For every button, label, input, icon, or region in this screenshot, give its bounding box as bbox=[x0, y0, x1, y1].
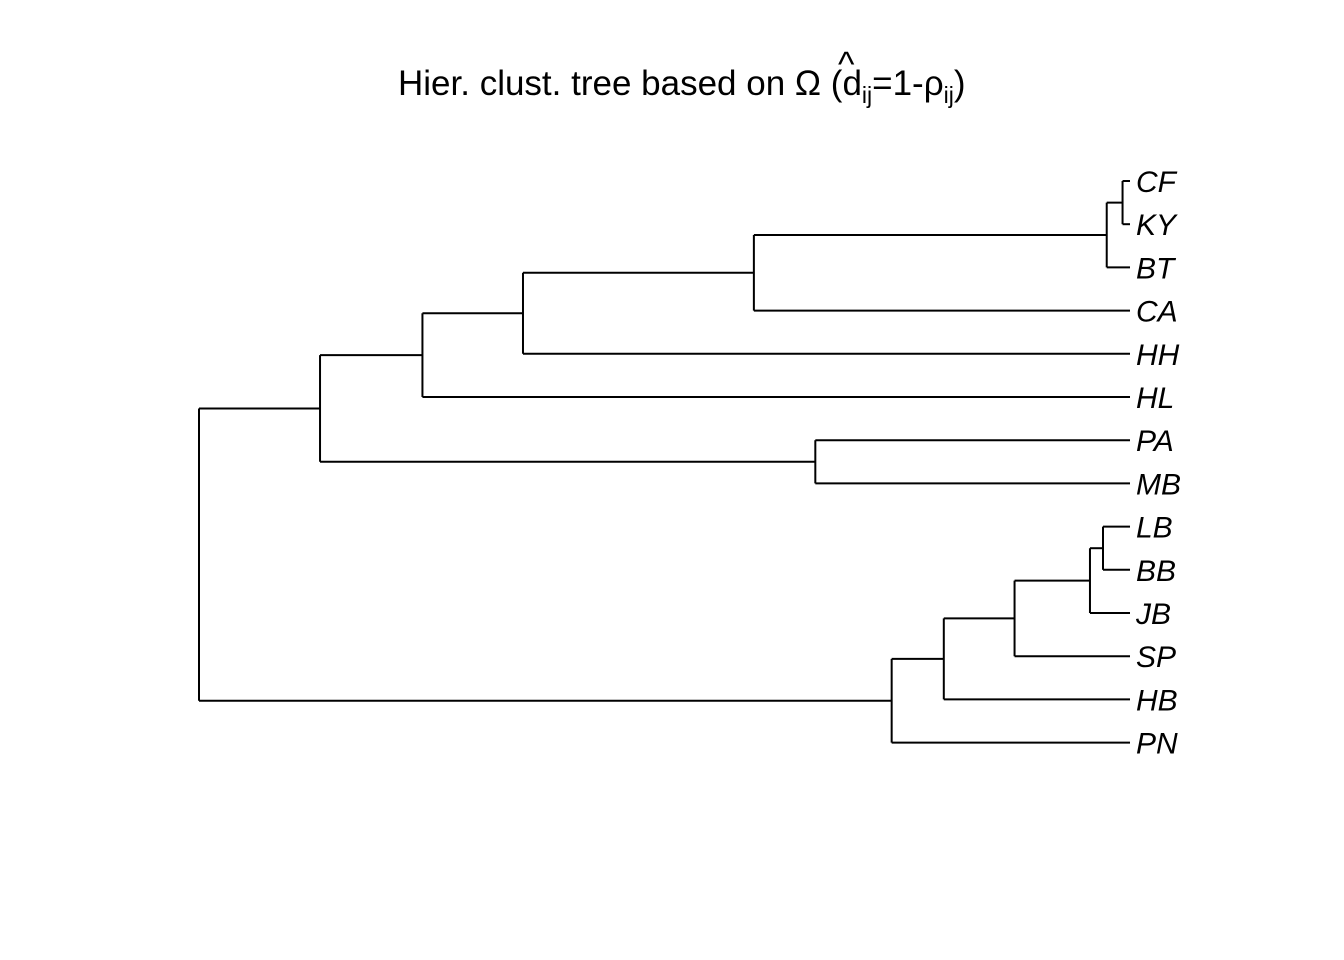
leaf-label-jb: JB bbox=[1135, 598, 1171, 631]
title-sub-d: ij bbox=[862, 82, 872, 108]
leaf-label-ca: CA bbox=[1136, 296, 1178, 329]
title-close: ) bbox=[954, 64, 966, 103]
leaf-label-sp: SP bbox=[1136, 641, 1176, 674]
title-sub-rho: ij bbox=[944, 82, 954, 108]
leaf-label-bt: BT bbox=[1136, 252, 1177, 285]
dendrogram-branches bbox=[198, 180, 1130, 744]
chart-title: Hier. clust. tree based on Ω (dij=1-ρij) bbox=[398, 64, 966, 108]
title-prefix: Hier. clust. tree based on bbox=[398, 64, 795, 103]
leaf-label-pa: PA bbox=[1136, 425, 1174, 458]
title-hat: ^ bbox=[838, 45, 855, 84]
title-mid: =1-ρ bbox=[872, 64, 943, 103]
leaf-label-cf: CF bbox=[1136, 166, 1178, 199]
leaf-label-mb: MB bbox=[1136, 468, 1181, 501]
leaf-label-ky: KY bbox=[1136, 209, 1178, 242]
leaf-label-lb: LB bbox=[1136, 512, 1173, 545]
leaf-label-pn: PN bbox=[1136, 728, 1178, 761]
leaf-label-hb: HB bbox=[1136, 684, 1178, 717]
leaf-label-hl: HL bbox=[1136, 382, 1174, 415]
dendrogram-leaf-labels: CF KY BT CA HH HL PA MB LB BB JB SP HB PN bbox=[1135, 166, 1181, 761]
title-open: (d bbox=[821, 64, 862, 103]
leaf-label-bb: BB bbox=[1136, 555, 1176, 588]
leaf-label-hh: HH bbox=[1136, 339, 1180, 372]
title-omega: Ω bbox=[795, 64, 821, 103]
